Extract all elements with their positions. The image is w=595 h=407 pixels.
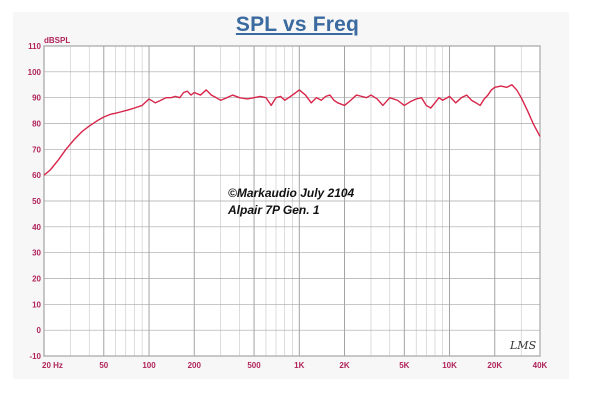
- y-tick-label: 10: [32, 300, 41, 309]
- y-tick-label: 110: [28, 42, 41, 51]
- chart-title: SPL vs Freq: [235, 13, 360, 36]
- y-tick-label: 100: [28, 68, 42, 77]
- x-tick-label: 200: [188, 361, 202, 370]
- y-tick-label: 70: [32, 145, 41, 154]
- annotation-model: Alpair 7P Gen. 1: [227, 203, 320, 217]
- grid-lines: [43, 45, 541, 357]
- x-tick-label: 10K: [442, 361, 457, 370]
- y-tick-label: 80: [32, 120, 41, 129]
- y-tick-label: 20: [32, 275, 41, 284]
- x-tick-label: 20K: [487, 361, 502, 370]
- x-tick-label: 5K: [399, 361, 409, 370]
- y-tick-label: 60: [32, 171, 41, 180]
- x-tick-labels: 20 Hz 50 100 200 500 1K 2K 5K 10K 20K 40K: [42, 361, 548, 370]
- x-tick-label: 50: [99, 361, 108, 370]
- x-tick-label: 20 Hz: [42, 361, 63, 370]
- x-tick-label: 1K: [294, 361, 304, 370]
- x-tick-label: 500: [247, 361, 261, 370]
- y-tick-label: -10: [29, 352, 41, 361]
- annotation-copyright: ©Markaudio July 2104: [228, 186, 355, 200]
- y-tick-label: 0: [37, 326, 42, 335]
- x-tick-label: 100: [142, 361, 156, 370]
- y-tick-label: 30: [32, 249, 41, 258]
- y-tick-label: 90: [32, 94, 41, 103]
- y-axis-label: dBSPL: [44, 36, 70, 45]
- spl-series-line: [43, 84, 541, 176]
- y-tick-label: 50: [32, 197, 41, 206]
- series-layer: [43, 84, 541, 176]
- y-tick-label: 40: [32, 223, 41, 232]
- x-tick-label: 2K: [339, 361, 349, 370]
- x-tick-label: 40K: [533, 361, 548, 370]
- signature: LMS: [509, 339, 537, 352]
